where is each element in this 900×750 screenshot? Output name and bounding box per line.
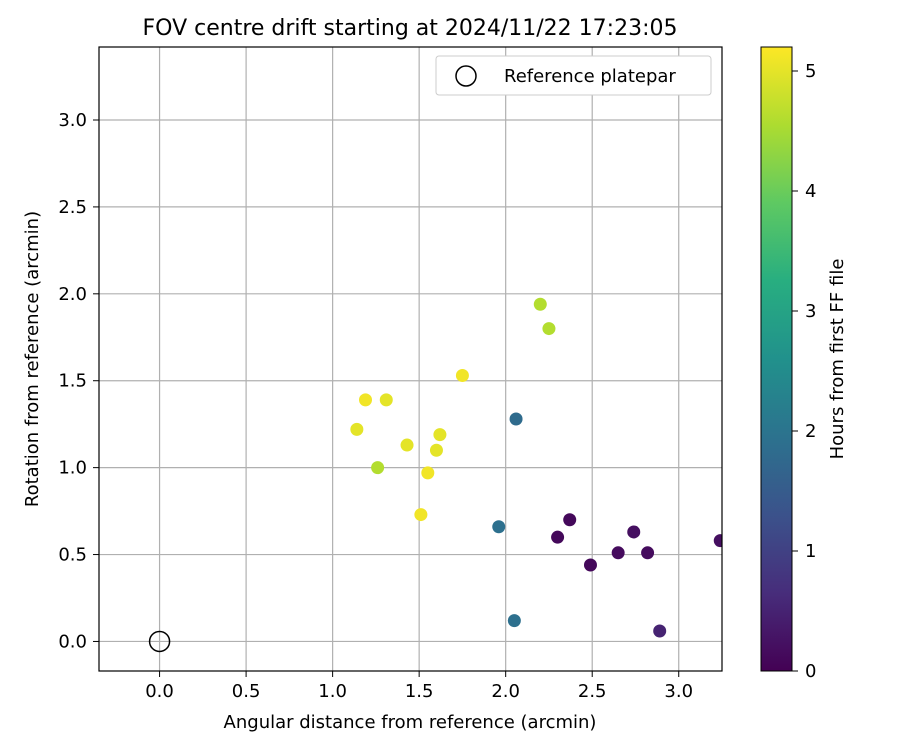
data-point [400,438,414,452]
data-point [611,546,625,560]
x-tick-label: 3.0 [664,681,693,702]
data-point [433,428,447,442]
data-point [350,422,364,436]
chart-title: FOV centre drift starting at 2024/11/22 … [143,16,678,41]
data-point [542,322,556,336]
data-point [421,466,435,480]
data-point [509,412,523,426]
colorbar-gradient [760,46,793,672]
reference-marker-layer [148,630,171,653]
y-ticks: 0.0 0.5 1.0 1.5 2.0 2.5 3.0 [58,110,99,652]
colorbar-tick-label: 2 [805,421,816,442]
data-point [429,443,443,457]
x-axis-label: Angular distance from reference (arcmin) [224,712,597,733]
y-tick-label: 1.0 [58,458,87,479]
data-point [379,393,393,407]
x-tick-label: 1.5 [405,681,434,702]
colorbar-tick-label: 1 [805,541,816,562]
data-point [583,558,597,572]
colorbar: 0 1 2 3 4 5 Hours from first FF file [760,46,848,682]
y-tick-label: 0.0 [58,631,87,652]
y-tick-label: 0.5 [58,545,87,566]
data-point [507,614,521,628]
reference-platepar-marker [148,630,171,653]
data-point [627,525,641,539]
data-point [713,534,722,548]
scatter-points [350,297,722,638]
data-point [551,530,565,544]
y-tick-label: 3.0 [58,110,87,131]
legend-box [435,55,712,96]
colorbar-tick-label: 3 [805,301,816,322]
x-tick-label: 2.5 [578,681,607,702]
x-tick-label: 0.0 [145,681,174,702]
data-point [653,624,667,638]
y-tick-label: 2.0 [58,284,87,305]
data-point [455,369,469,383]
x-ticks: 0.0 0.5 1.0 1.5 2.0 2.5 3.0 [145,671,693,702]
x-tick-label: 2.0 [491,681,520,702]
x-tick-label: 1.0 [318,681,347,702]
data-point [414,508,428,522]
y-tick-label: 1.5 [58,371,87,392]
legend-label: Reference platepar [504,66,676,87]
data-point [492,520,506,534]
grid [99,47,722,671]
colorbar-label: Hours from first FF file [827,259,848,460]
data-point [371,461,385,475]
y-tick-label: 2.5 [58,197,87,218]
colorbar-tick-label: 4 [805,181,816,202]
plot-frame [98,46,723,672]
colorbar-ticks: 0 1 2 3 4 5 [792,61,816,682]
x-tick-label: 0.5 [232,681,261,702]
data-point [563,513,577,527]
data-point [359,393,373,407]
data-point [641,546,655,560]
legend-marker [455,65,477,87]
legend: Reference platepar [435,55,712,96]
colorbar-tick-label: 0 [805,661,816,682]
data-point [533,297,547,311]
colorbar-tick-label: 5 [805,61,816,82]
y-axis-label: Rotation from reference (arcmin) [22,211,43,507]
